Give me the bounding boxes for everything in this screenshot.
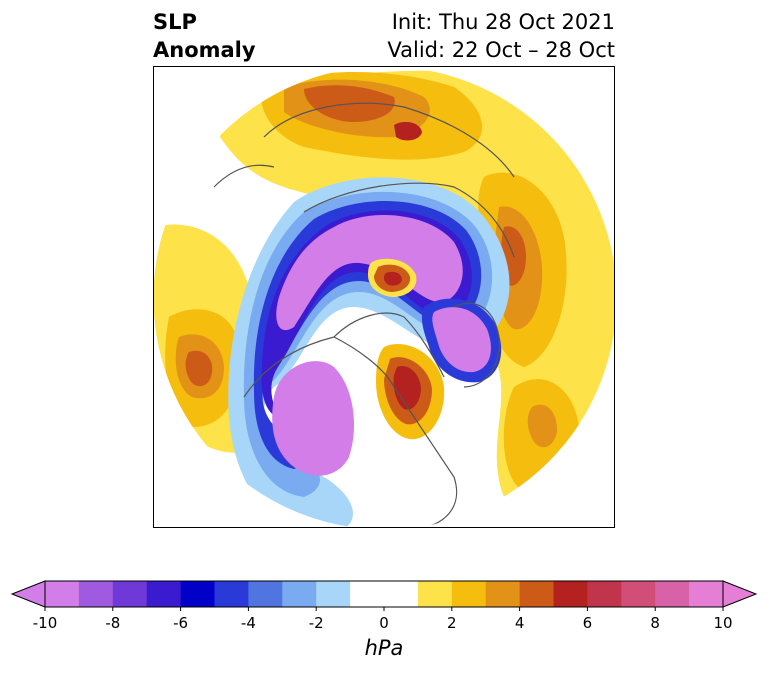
title-field: SLP [153, 10, 197, 34]
colorbar-band [112, 581, 148, 607]
colorbar-ticks [44, 607, 724, 611]
colorbar-band [451, 581, 487, 607]
colorbar-tick-label: 8 [650, 614, 660, 632]
colorbar-tick-label: -4 [240, 614, 256, 632]
colorbar-band [384, 581, 419, 607]
colorbar-band [621, 581, 656, 607]
colorbar-over-arrow [722, 580, 758, 608]
colorbar-tick-label: 2 [447, 614, 457, 632]
colorbar-tick-label: -6 [173, 614, 189, 632]
colorbar-band [78, 581, 114, 607]
colorbar-unit-label: hPa [364, 636, 404, 660]
colorbar-band [146, 581, 182, 607]
colorbar-band [553, 581, 588, 607]
map-panel [153, 66, 615, 528]
init-date: Init: Thu 28 Oct 2021 [391, 10, 615, 34]
colorbar-band [180, 581, 215, 607]
colorbar-tick-label: 0 [379, 614, 389, 632]
title-right: Init: Thu 28 Oct 2021 Valid: 22 Oct – 28… [387, 8, 615, 64]
colorbar-tick-label: -10 [32, 614, 58, 632]
colorbar-band [316, 581, 351, 607]
title-subfield: Anomaly [153, 38, 256, 62]
colorbar-band [519, 581, 554, 607]
anomaly-map [154, 67, 614, 527]
colorbar-band [248, 581, 283, 607]
colorbar [10, 580, 758, 611]
colorbar-tick-label: 4 [514, 614, 525, 632]
colorbar-tick-label: 10 [713, 614, 733, 632]
valid-range: Valid: 22 Oct – 28 Oct [387, 38, 615, 62]
colorbar-under-arrow [10, 580, 46, 608]
colorbar-band [350, 581, 385, 607]
colorbar-band [689, 581, 724, 607]
colorbar-band [45, 581, 80, 607]
colorbar-band [214, 581, 249, 607]
colorbar-band [485, 581, 521, 607]
low-pressure-center-arctic [276, 215, 463, 331]
colorbar-tick-label: -8 [105, 614, 121, 632]
coastlines [213, 102, 515, 527]
colorbar-band [417, 581, 453, 607]
colorbar-tick-label: 6 [582, 614, 593, 632]
colorbar-bands [45, 581, 724, 607]
colorbar-band [655, 581, 690, 607]
colorbar-band [587, 581, 622, 607]
colorbar-band [282, 581, 317, 607]
title-left: SLP Anomaly [153, 8, 256, 64]
colorbar-tick-label: -2 [308, 614, 324, 632]
